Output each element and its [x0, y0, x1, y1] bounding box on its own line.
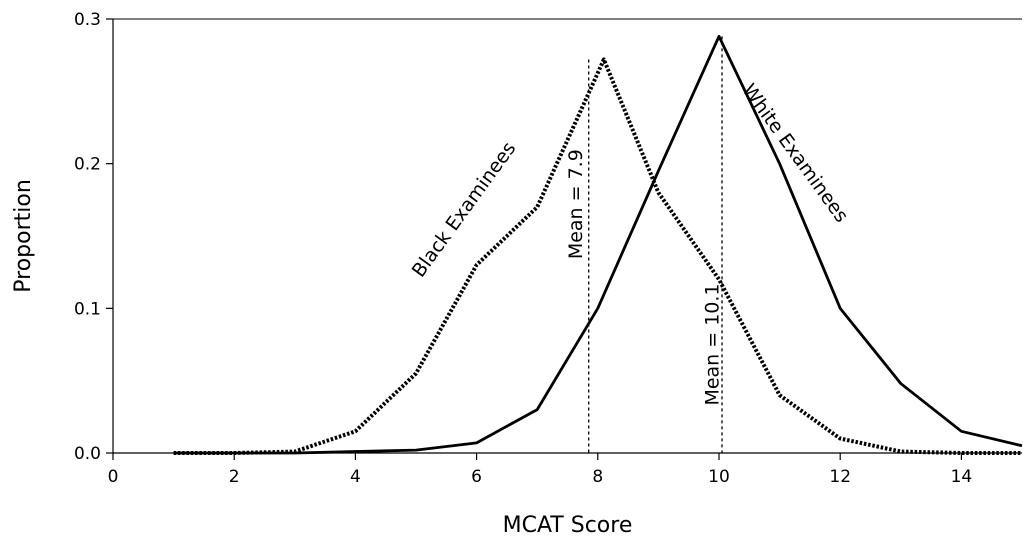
annotation-white-label: White Examinees [738, 80, 853, 227]
annotations: Black Examinees White Examinees Mean = 7.9… [408, 80, 853, 406]
x-tick-label: 6 [471, 467, 482, 487]
x-tick-label: 14 [951, 467, 973, 487]
x-tick-label: 4 [350, 467, 361, 487]
x-axis-ticks: 0 2 4 6 8 10 12 14 [108, 453, 973, 487]
y-tick-label: 0.3 [74, 10, 101, 30]
annotation-mean-white: Mean = 10.1 [701, 283, 723, 405]
y-tick-label: 0.2 [74, 155, 101, 175]
y-tick-label: 0.0 [74, 444, 101, 464]
x-tick-label: 0 [108, 467, 119, 487]
series-line-white [173, 34, 1023, 455]
series-line-black [173, 57, 1022, 455]
annotation-mean-black: Mean = 7.9 [565, 149, 587, 259]
series-layer [173, 34, 1023, 455]
annotation-black-label: Black Examinees [408, 138, 521, 282]
x-tick-label: 10 [708, 467, 730, 487]
y-axis-ticks: 0.0 0.1 0.2 0.3 [74, 10, 113, 464]
y-axis-title: Proportion [11, 179, 36, 293]
x-tick-label: 12 [829, 467, 851, 487]
x-tick-label: 2 [229, 467, 240, 487]
x-axis-title: MCAT Score [503, 513, 633, 538]
y-tick-label: 0.1 [74, 299, 101, 319]
x-tick-label: 8 [592, 467, 603, 487]
